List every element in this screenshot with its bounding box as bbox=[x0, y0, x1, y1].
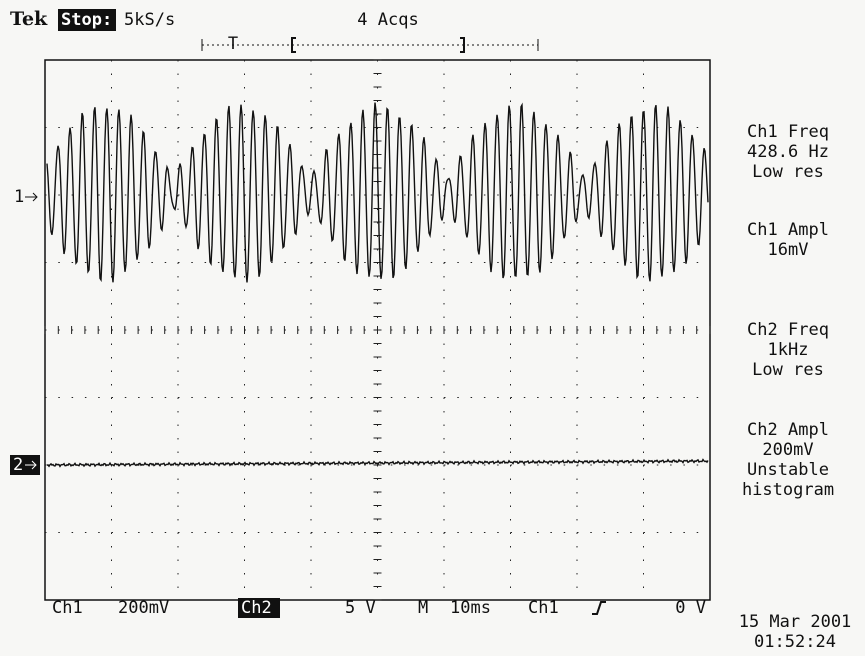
sample-rate: 5kS/s bbox=[124, 10, 175, 30]
state: Stop: bbox=[61, 10, 112, 30]
readout-line: Ch1 Freq bbox=[747, 122, 829, 142]
readout-line: 1kHz bbox=[768, 340, 809, 360]
ch2-label: Ch2 bbox=[241, 598, 272, 618]
acquisitions: 4 Acqs bbox=[357, 10, 418, 30]
ch1-scale: 200mV bbox=[118, 598, 169, 618]
ch2-scale: 5 V bbox=[345, 598, 376, 618]
readout-line: Unstable bbox=[747, 460, 829, 480]
time-scale: 10ms bbox=[450, 598, 491, 618]
time-label: M bbox=[418, 598, 428, 618]
date: 15 Mar 2001 bbox=[739, 612, 852, 632]
trigger-position: T bbox=[228, 34, 238, 54]
ch1-marker: 1 bbox=[14, 187, 24, 207]
readout-line: Ch2 Freq bbox=[747, 320, 829, 340]
trigger-source: Ch1 bbox=[528, 598, 559, 618]
readout-line: Low res bbox=[752, 162, 824, 182]
readout-line: Low res bbox=[752, 360, 824, 380]
time: 01:52:24 bbox=[754, 632, 836, 652]
readout-line: Ch1 Ampl bbox=[747, 220, 829, 240]
ch1-label: Ch1 bbox=[52, 598, 83, 618]
readout-line: 16mV bbox=[768, 240, 809, 260]
readout-line: 200mV bbox=[762, 440, 813, 460]
brand: Tek bbox=[10, 8, 48, 30]
trigger-level: 0 V bbox=[675, 598, 706, 618]
readout-line: 428.6 Hz bbox=[747, 142, 829, 162]
oscilloscope-screen: Tek Stop: 5kS/s 4 Acqs T 1 2 Ch1 Freq428… bbox=[0, 0, 865, 656]
readout-line: histogram bbox=[742, 480, 834, 500]
ch2-marker: 2 bbox=[13, 455, 23, 475]
readout-line: Ch2 Ampl bbox=[747, 420, 829, 440]
background bbox=[0, 0, 865, 656]
